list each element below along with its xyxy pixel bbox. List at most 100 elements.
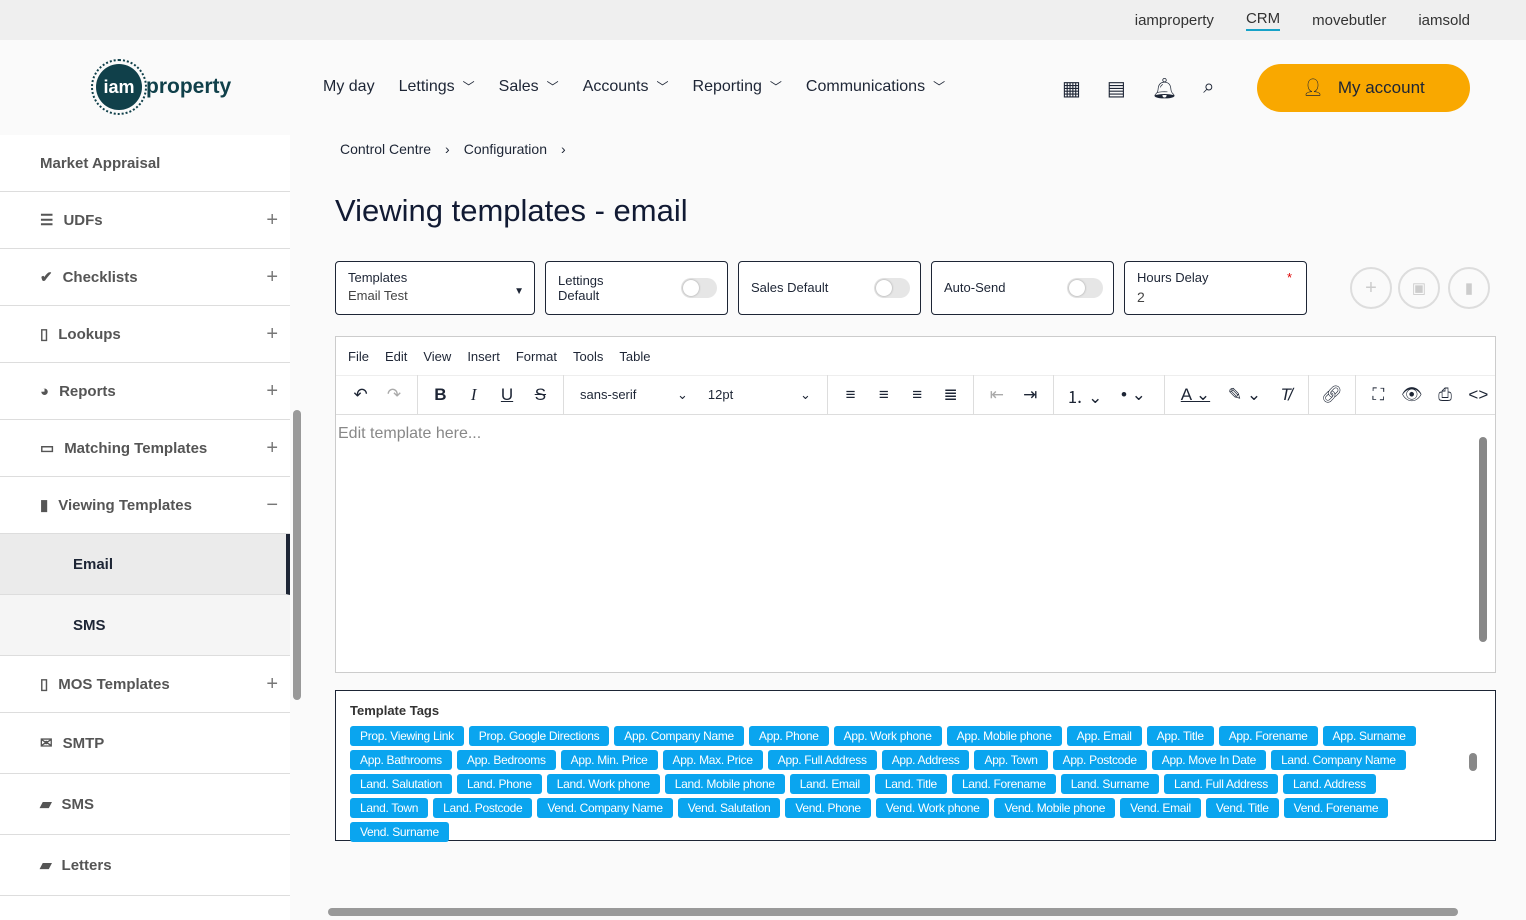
template-tag[interactable]: Vend. Title xyxy=(1205,798,1279,818)
expand-icon[interactable]: + xyxy=(266,322,278,345)
template-tag[interactable]: App. Town xyxy=(974,750,1048,770)
editor-scrollbar[interactable] xyxy=(1479,437,1487,642)
template-tag[interactable]: Vend. Salutation xyxy=(677,798,781,818)
template-tag[interactable]: App. Mobile phone xyxy=(946,726,1062,746)
horizontal-scrollbar[interactable] xyxy=(310,906,1526,918)
italic-icon[interactable]: I xyxy=(470,385,477,404)
menu-format[interactable]: Format xyxy=(515,348,557,364)
template-tag[interactable]: Land. Postcode xyxy=(433,798,533,818)
template-tag[interactable]: Land. Surname xyxy=(1060,774,1159,794)
template-tag[interactable]: App. Title xyxy=(1146,726,1214,746)
template-tag[interactable]: App. Bedrooms xyxy=(456,750,556,770)
template-tag[interactable]: App. Company Name xyxy=(614,726,744,746)
lettings-default-toggle[interactable] xyxy=(681,278,717,298)
collapse-icon[interactable]: − xyxy=(266,493,278,516)
menu-tools[interactable]: Tools xyxy=(573,348,604,364)
nav-accounts[interactable]: Accounts ﹀ xyxy=(583,78,669,96)
expand-icon[interactable]: + xyxy=(266,672,278,695)
my-account-button[interactable]: 👤︎ My account xyxy=(1257,64,1470,112)
tags-scrollbar[interactable] xyxy=(1469,753,1477,771)
underline-icon[interactable]: U xyxy=(500,385,514,404)
redo-icon[interactable]: ↷ xyxy=(386,385,402,404)
template-tag[interactable]: App. Move In Date xyxy=(1151,750,1267,770)
template-tag[interactable]: App. Postcode xyxy=(1052,750,1147,770)
breadcrumb-control-centre[interactable]: Control Centre xyxy=(340,141,432,157)
search-icon[interactable]: ⌕ xyxy=(1203,76,1215,98)
sidebar-subitem-sms[interactable]: SMS xyxy=(0,595,290,656)
hours-delay-input[interactable]: Hours Delay 2 * xyxy=(1124,261,1307,315)
auto-send-toggle[interactable] xyxy=(1067,278,1103,298)
text-color-icon[interactable]: A ⌄ xyxy=(1180,385,1211,404)
menu-file[interactable]: File xyxy=(348,348,369,364)
menu-view[interactable]: View xyxy=(423,348,452,364)
template-tag[interactable]: Land. Company Name xyxy=(1271,750,1406,770)
menu-edit[interactable]: Edit xyxy=(384,348,408,364)
template-tag[interactable]: Vend. Email xyxy=(1120,798,1201,818)
template-tag[interactable]: Land. Mobile phone xyxy=(664,774,785,794)
delete-button[interactable]: ▮ xyxy=(1448,267,1490,309)
scrollbar-thumb[interactable] xyxy=(328,908,1458,916)
bell-icon[interactable]: 🔔︎ xyxy=(1151,78,1178,100)
bold-icon[interactable]: B xyxy=(434,385,447,404)
add-button[interactable]: + xyxy=(1350,267,1392,309)
sidebar-item-lookups[interactable]: ▯ Lookups + xyxy=(0,306,290,363)
template-tag[interactable]: Land. Title xyxy=(874,774,947,794)
template-tag[interactable]: App. Full Address xyxy=(767,750,877,770)
nav-sales[interactable]: Sales ﹀ xyxy=(499,78,559,96)
link-icon[interactable]: 🔗︎ xyxy=(1321,385,1343,404)
nav-my-day[interactable]: My day xyxy=(323,78,375,96)
print-icon[interactable]: ⎙ xyxy=(1438,385,1452,404)
topbar-link-movebutler[interactable]: movebutler xyxy=(1312,11,1387,29)
template-tag[interactable]: Vend. Surname xyxy=(350,822,449,842)
expand-icon[interactable]: + xyxy=(266,436,278,459)
template-tag[interactable]: App. Phone xyxy=(748,726,829,746)
nav-reporting[interactable]: Reporting ﹀ xyxy=(693,78,782,96)
expand-icon[interactable]: + xyxy=(266,265,278,288)
sidebar-item-letters[interactable]: ▰ Letters xyxy=(0,835,290,896)
template-tag[interactable]: Vend. Mobile phone xyxy=(994,798,1116,818)
align-left-icon[interactable]: ≡ xyxy=(845,385,856,404)
numbered-list-icon[interactable]: ⒈ ⌄ xyxy=(1066,387,1103,407)
template-tag[interactable]: App. Email xyxy=(1066,726,1142,746)
font-family-select[interactable]: sans-serif ⌄ xyxy=(570,387,698,403)
sidebar-item-smtp[interactable]: ✉ SMTP xyxy=(0,713,290,774)
topbar-link-crm[interactable]: CRM xyxy=(1245,10,1281,31)
template-tag[interactable]: Land. Forename xyxy=(951,774,1056,794)
expand-icon[interactable]: + xyxy=(266,379,278,402)
sales-default-toggle[interactable] xyxy=(874,278,910,298)
template-tag[interactable]: Vend. Forename xyxy=(1283,798,1389,818)
source-code-icon[interactable]: <> xyxy=(1468,385,1489,404)
sidebar-item-market-appraisal[interactable]: Market Appraisal xyxy=(0,135,290,192)
template-tag[interactable]: Prop. Viewing Link xyxy=(350,726,464,746)
logo[interactable]: iam property xyxy=(91,59,231,115)
expand-icon[interactable]: + xyxy=(266,208,278,231)
sidebar-item-udfs[interactable]: ☰ UDFs + xyxy=(0,192,290,249)
calendar-icon[interactable]: ▤ xyxy=(1106,78,1126,100)
align-right-icon[interactable]: ≡ xyxy=(912,385,923,404)
template-tag[interactable]: Vend. Phone xyxy=(785,798,871,818)
sidebar-scrollbar[interactable] xyxy=(292,140,302,915)
highlight-icon[interactable]: ✎ ⌄ xyxy=(1227,385,1262,404)
template-tag[interactable]: Land. Full Address xyxy=(1163,774,1278,794)
editor-body[interactable]: Edit template here... xyxy=(338,425,482,442)
menu-insert[interactable]: Insert xyxy=(467,348,500,364)
topbar-link-iamsold[interactable]: iamsold xyxy=(1418,11,1470,29)
topbar-link-iamproperty[interactable]: iamproperty xyxy=(1134,11,1214,29)
template-tag[interactable]: Land. Phone xyxy=(456,774,542,794)
sidebar-item-reports[interactable]: ◕ Reports + xyxy=(0,363,290,420)
sidebar-item-matching-templates[interactable]: ▭ Matching Templates + xyxy=(0,420,290,477)
sidebar-item-checklists[interactable]: ✔ Checklists + xyxy=(0,249,290,306)
template-tag[interactable]: App. Work phone xyxy=(833,726,942,746)
fullscreen-icon[interactable]: ⛶ xyxy=(1372,385,1385,404)
indent-icon[interactable]: ⇥ xyxy=(1023,385,1038,404)
sidebar-item-mos-templates[interactable]: ▯ MOS Templates + xyxy=(0,656,290,713)
template-tag[interactable]: App. Surname xyxy=(1322,726,1416,746)
scrollbar-thumb[interactable] xyxy=(293,410,301,700)
sidebar-subitem-email[interactable]: Email xyxy=(0,534,290,595)
align-center-icon[interactable]: ≡ xyxy=(878,385,889,404)
template-tag[interactable]: App. Bathrooms xyxy=(350,750,452,770)
template-tag[interactable]: Land. Work phone xyxy=(546,774,660,794)
template-tag[interactable]: Vend. Work phone xyxy=(875,798,990,818)
bullet-list-icon[interactable]: • ⌄ xyxy=(1120,385,1146,404)
sidebar-item-sms[interactable]: ▰ SMS xyxy=(0,774,290,835)
